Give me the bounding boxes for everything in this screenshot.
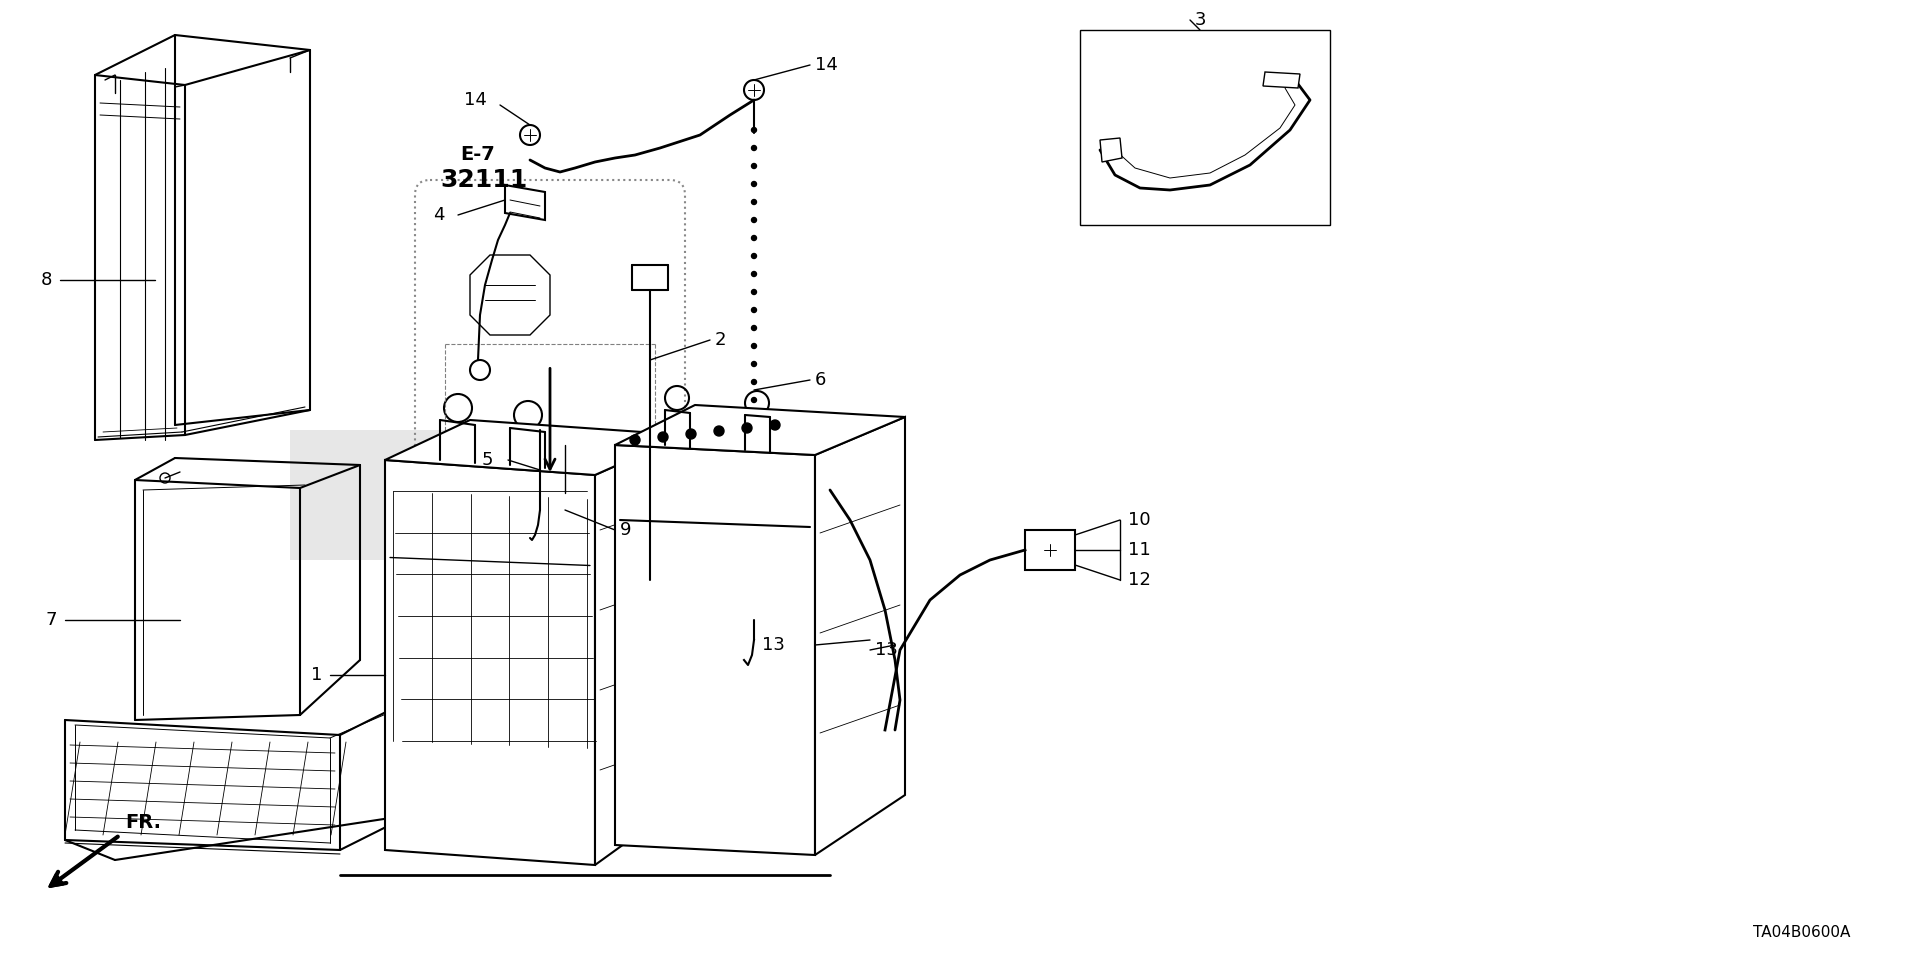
Text: 13: 13	[762, 636, 785, 654]
Text: 6: 6	[814, 371, 826, 389]
Circle shape	[659, 432, 668, 442]
Polygon shape	[1025, 530, 1075, 570]
Text: 3: 3	[1194, 11, 1206, 29]
Polygon shape	[614, 405, 904, 455]
Circle shape	[751, 380, 756, 385]
Text: 5: 5	[482, 451, 493, 469]
Circle shape	[751, 199, 756, 204]
Circle shape	[685, 429, 695, 439]
Circle shape	[751, 524, 756, 528]
Polygon shape	[1079, 30, 1331, 225]
Circle shape	[751, 325, 756, 331]
Circle shape	[751, 343, 756, 348]
Circle shape	[751, 397, 756, 403]
Circle shape	[751, 415, 756, 420]
Text: 8: 8	[40, 271, 52, 289]
Circle shape	[751, 433, 756, 438]
Circle shape	[751, 470, 756, 475]
Text: 4: 4	[434, 206, 445, 224]
Polygon shape	[595, 435, 685, 865]
Circle shape	[770, 420, 780, 430]
Circle shape	[751, 308, 756, 313]
Text: 2: 2	[714, 331, 726, 349]
Text: 14: 14	[814, 56, 837, 74]
Text: 9: 9	[620, 521, 632, 539]
Circle shape	[751, 452, 756, 456]
Circle shape	[751, 218, 756, 222]
Circle shape	[751, 577, 756, 582]
Text: 12: 12	[1129, 571, 1150, 589]
Circle shape	[751, 614, 756, 619]
Circle shape	[751, 596, 756, 600]
Text: FR.: FR.	[125, 813, 161, 832]
Text: 10: 10	[1129, 511, 1150, 529]
Circle shape	[751, 128, 756, 132]
Text: TA04B0600A: TA04B0600A	[1753, 925, 1851, 940]
Circle shape	[630, 435, 639, 445]
Circle shape	[751, 290, 756, 294]
Text: 32111: 32111	[440, 168, 528, 192]
Polygon shape	[1100, 138, 1121, 162]
Text: 1: 1	[311, 666, 323, 684]
Text: 7: 7	[46, 611, 58, 629]
Polygon shape	[614, 445, 814, 855]
Circle shape	[751, 542, 756, 547]
Circle shape	[751, 559, 756, 565]
Circle shape	[751, 236, 756, 241]
Circle shape	[751, 253, 756, 259]
Polygon shape	[814, 417, 904, 855]
Circle shape	[714, 426, 724, 436]
Circle shape	[741, 423, 753, 433]
Polygon shape	[386, 420, 685, 475]
Circle shape	[751, 271, 756, 276]
Text: 13: 13	[876, 641, 899, 659]
Circle shape	[751, 181, 756, 186]
Circle shape	[751, 505, 756, 510]
Polygon shape	[1263, 72, 1300, 88]
Text: E-7: E-7	[461, 146, 495, 165]
Circle shape	[751, 362, 756, 366]
Text: 11: 11	[1129, 541, 1150, 559]
Bar	[290, 430, 589, 560]
Text: 14: 14	[465, 91, 488, 109]
Polygon shape	[470, 255, 549, 335]
Polygon shape	[386, 460, 595, 865]
Circle shape	[751, 487, 756, 493]
Circle shape	[751, 163, 756, 169]
Circle shape	[751, 146, 756, 151]
Polygon shape	[505, 185, 545, 220]
